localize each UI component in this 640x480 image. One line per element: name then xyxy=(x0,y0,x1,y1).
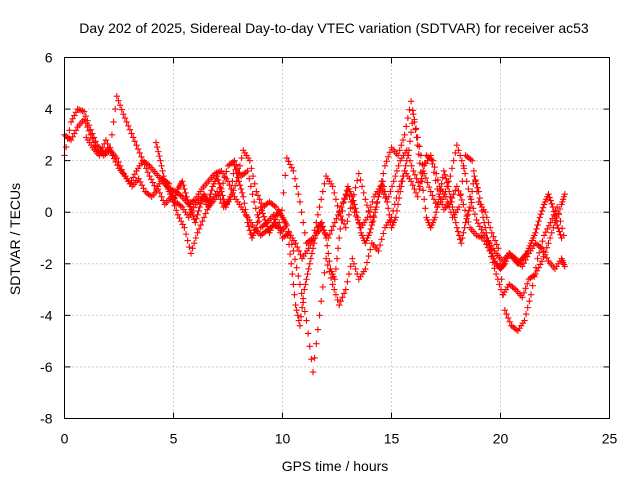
series-markers xyxy=(152,111,565,329)
y-axis-title: SDTVAR / TECUs xyxy=(7,183,23,295)
chart-title: Day 202 of 2025, Sidereal Day-to-day VTE… xyxy=(79,20,589,36)
series-markers xyxy=(83,134,567,335)
y-tick-label: -8 xyxy=(40,411,53,427)
data-series xyxy=(61,92,569,376)
y-tick-label: -2 xyxy=(40,256,53,272)
plot-frame xyxy=(64,57,610,419)
y-tick-label: 4 xyxy=(45,101,53,117)
x-tick-label: 25 xyxy=(602,431,618,447)
x-tick-label: 10 xyxy=(275,431,291,447)
x-axis-title: GPS time / hours xyxy=(282,458,389,474)
y-tick-label: 6 xyxy=(45,50,53,66)
series-track-3 xyxy=(83,134,567,335)
x-tick-label: 20 xyxy=(493,431,509,447)
x-tick-label: 0 xyxy=(61,431,69,447)
x-tick-label: 5 xyxy=(170,431,178,447)
y-tick-label: 2 xyxy=(45,153,53,169)
series-track-4 xyxy=(152,111,565,329)
y-tick-label: -4 xyxy=(40,307,53,323)
y-tick-labels: -8 -6 -4 -2 0 2 4 6 xyxy=(40,50,53,427)
y-tick-label: 0 xyxy=(45,204,53,220)
x-tick-labels: 0 5 10 15 20 25 xyxy=(61,431,618,447)
x-tick-label: 15 xyxy=(384,431,400,447)
y-tick-label: -6 xyxy=(40,359,53,375)
